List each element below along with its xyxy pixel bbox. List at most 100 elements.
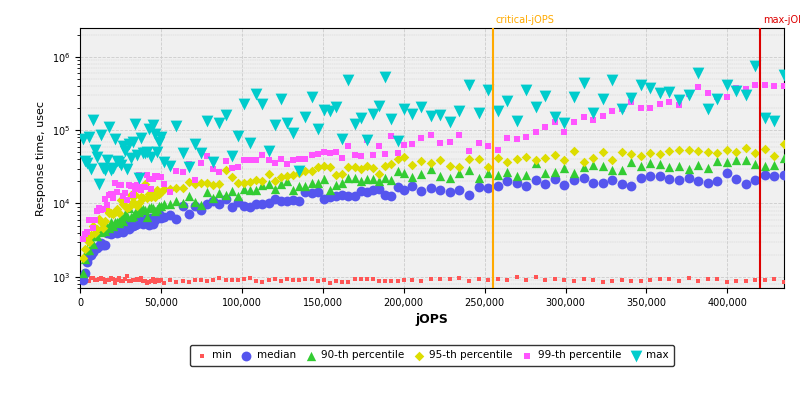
- 95-th percentile: [758, 146, 771, 153]
- 95-th percentile: [113, 210, 126, 216]
- 90-th percentile: [125, 214, 138, 220]
- min: [189, 276, 202, 283]
- min: [768, 276, 781, 282]
- min: [293, 277, 306, 283]
- max: [98, 167, 111, 173]
- max: [79, 158, 92, 164]
- min: [101, 276, 114, 283]
- 90-th percentile: [113, 220, 126, 226]
- median: [125, 222, 138, 228]
- min: [406, 277, 418, 283]
- 95-th percentile: [256, 178, 269, 184]
- min: [138, 278, 151, 284]
- max: [673, 97, 686, 103]
- 95-th percentile: [644, 149, 657, 156]
- 99-th percentile: [586, 116, 599, 123]
- 90-th percentile: [121, 213, 134, 219]
- max: [110, 158, 123, 164]
- max: [549, 114, 562, 120]
- 99-th percentile: [530, 128, 542, 135]
- 90-th percentile: [77, 270, 90, 276]
- 95-th percentile: [226, 174, 238, 180]
- 99-th percentile: [491, 147, 504, 153]
- 99-th percentile: [81, 228, 94, 235]
- median: [164, 212, 177, 218]
- max: [164, 162, 177, 169]
- max: [406, 110, 418, 117]
- max: [366, 110, 379, 117]
- min: [125, 278, 138, 284]
- 95-th percentile: [501, 159, 514, 165]
- min: [758, 277, 771, 284]
- median: [262, 200, 275, 207]
- 90-th percentile: [778, 155, 790, 162]
- 90-th percentile: [231, 192, 244, 199]
- 99-th percentile: [558, 129, 571, 135]
- max: [385, 116, 398, 122]
- 99-th percentile: [213, 168, 226, 175]
- max: [379, 74, 392, 80]
- 95-th percentile: [133, 199, 146, 206]
- min: [577, 276, 590, 282]
- 90-th percentile: [262, 181, 275, 187]
- median: [93, 242, 106, 249]
- 90-th percentile: [150, 206, 163, 212]
- median: [94, 239, 107, 246]
- median: [89, 245, 102, 252]
- 90-th percentile: [145, 204, 158, 210]
- 95-th percentile: [77, 255, 90, 262]
- 95-th percentile: [406, 162, 418, 168]
- 99-th percentile: [153, 174, 166, 180]
- 95-th percentile: [109, 209, 122, 216]
- 90-th percentile: [453, 170, 466, 177]
- 90-th percentile: [596, 163, 609, 169]
- 95-th percentile: [86, 223, 99, 230]
- max: [318, 106, 330, 113]
- 90-th percentile: [110, 219, 123, 225]
- 99-th percentile: [122, 182, 135, 188]
- 95-th percentile: [150, 186, 163, 193]
- min: [106, 276, 119, 282]
- 90-th percentile: [530, 159, 542, 166]
- max: [702, 106, 714, 112]
- max: [113, 158, 126, 165]
- 95-th percentile: [121, 204, 134, 211]
- median: [501, 177, 514, 184]
- 95-th percentile: [634, 152, 647, 159]
- 95-th percentile: [615, 149, 628, 156]
- max: [391, 138, 404, 144]
- median: [330, 193, 342, 199]
- max: [491, 107, 504, 114]
- 95-th percentile: [130, 203, 143, 209]
- 90-th percentile: [702, 165, 714, 172]
- 90-th percentile: [194, 202, 207, 208]
- max: [373, 103, 386, 109]
- median: [586, 179, 599, 186]
- max: [654, 90, 666, 96]
- min: [606, 278, 618, 284]
- 90-th percentile: [305, 180, 318, 186]
- min: [366, 276, 379, 282]
- 90-th percentile: [118, 211, 131, 217]
- 99-th percentile: [117, 193, 130, 199]
- 99-th percentile: [170, 167, 183, 174]
- 90-th percentile: [462, 167, 475, 173]
- median: [250, 200, 262, 207]
- median: [644, 173, 657, 180]
- min: [231, 277, 244, 283]
- 90-th percentile: [134, 206, 147, 212]
- 99-th percentile: [126, 192, 139, 198]
- max: [323, 108, 336, 114]
- 95-th percentile: [207, 182, 220, 188]
- median: [710, 178, 723, 184]
- max: [129, 121, 142, 127]
- 99-th percentile: [606, 108, 618, 114]
- max: [133, 175, 146, 182]
- 95-th percentile: [101, 207, 114, 214]
- max: [141, 149, 154, 155]
- min: [102, 276, 115, 283]
- 99-th percentile: [85, 217, 98, 224]
- 90-th percentile: [102, 224, 115, 231]
- 95-th percentile: [114, 196, 127, 203]
- 99-th percentile: [336, 155, 349, 161]
